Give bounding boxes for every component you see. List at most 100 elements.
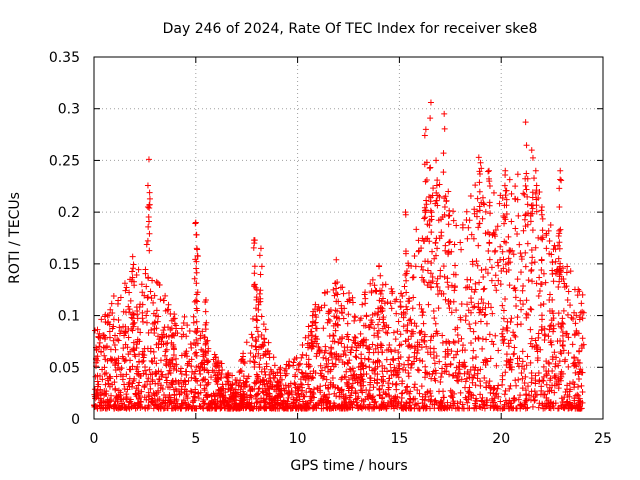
data-point — [254, 317, 261, 324]
data-point — [303, 389, 310, 396]
data-point — [415, 367, 422, 374]
data-point — [201, 333, 208, 340]
data-point — [577, 366, 584, 373]
data-point — [189, 399, 196, 406]
data-point — [464, 301, 471, 308]
data-point — [431, 255, 438, 262]
data-point — [122, 287, 129, 294]
data-point — [482, 266, 489, 273]
data-point — [148, 395, 155, 402]
data-point — [567, 268, 574, 275]
data-point — [378, 342, 385, 349]
data-point — [157, 296, 164, 303]
data-point — [488, 385, 495, 392]
data-point — [391, 364, 398, 371]
data-point — [449, 372, 456, 379]
data-point — [160, 405, 167, 412]
data-point — [503, 357, 510, 364]
data-point — [379, 368, 386, 375]
data-point — [285, 384, 292, 391]
data-point — [145, 396, 152, 403]
data-point — [266, 390, 273, 397]
data-point — [422, 374, 429, 381]
data-point — [564, 263, 571, 270]
data-point — [123, 371, 130, 378]
data-point — [422, 235, 429, 242]
data-point — [463, 217, 470, 224]
data-point — [556, 185, 563, 192]
data-point — [143, 241, 150, 248]
data-point — [184, 362, 191, 369]
data-point — [512, 225, 519, 232]
data-point — [320, 325, 327, 332]
data-point — [101, 371, 108, 378]
data-point — [312, 301, 319, 308]
data-point — [523, 362, 530, 369]
data-point — [193, 258, 200, 265]
data-point — [272, 394, 279, 401]
data-point — [402, 211, 409, 218]
data-point — [313, 314, 320, 321]
data-point — [360, 322, 367, 329]
data-point — [106, 312, 113, 319]
data-point — [369, 276, 376, 283]
data-point — [421, 215, 428, 222]
data-point — [358, 355, 365, 362]
data-point — [477, 318, 484, 325]
data-point — [405, 361, 412, 368]
data-point — [344, 331, 351, 338]
data-point — [559, 341, 566, 348]
data-point — [522, 397, 529, 404]
data-point — [546, 405, 553, 412]
data-point — [261, 336, 268, 343]
data-point — [310, 394, 317, 401]
data-point — [422, 393, 429, 400]
data-point — [192, 220, 199, 227]
data-point — [528, 306, 535, 313]
data-point — [140, 370, 147, 377]
data-point — [404, 306, 411, 313]
data-point — [193, 336, 200, 343]
data-point — [320, 354, 327, 361]
data-point — [310, 368, 317, 375]
data-point — [432, 252, 439, 259]
data-point — [546, 360, 553, 367]
data-point — [555, 283, 562, 290]
data-point — [394, 328, 401, 335]
data-point — [517, 321, 524, 328]
data-point — [522, 212, 529, 219]
data-point — [571, 332, 578, 339]
data-point — [334, 279, 341, 286]
data-point — [255, 333, 262, 340]
data-point — [527, 305, 534, 312]
data-point — [165, 370, 172, 377]
data-point — [367, 381, 374, 388]
data-point — [147, 385, 154, 392]
data-point — [478, 266, 485, 273]
data-point — [495, 347, 502, 354]
data-point — [115, 405, 122, 412]
data-point — [537, 302, 544, 309]
data-point — [154, 396, 161, 403]
data-point — [453, 351, 460, 358]
data-point — [415, 400, 422, 407]
data-point — [495, 393, 502, 400]
data-point — [527, 359, 534, 366]
data-point — [506, 385, 513, 392]
data-point — [441, 273, 448, 280]
data-point — [164, 340, 171, 347]
data-point — [145, 213, 152, 220]
data-point — [349, 385, 356, 392]
data-point — [181, 313, 188, 320]
data-point — [133, 370, 140, 377]
data-point — [194, 298, 201, 305]
data-point — [535, 370, 542, 377]
data-point — [370, 359, 377, 366]
data-point — [406, 295, 413, 302]
data-point — [197, 332, 204, 339]
data-point — [146, 247, 153, 254]
data-point — [229, 372, 236, 379]
data-point — [384, 399, 391, 406]
data-point — [106, 328, 113, 335]
data-point — [345, 387, 352, 394]
